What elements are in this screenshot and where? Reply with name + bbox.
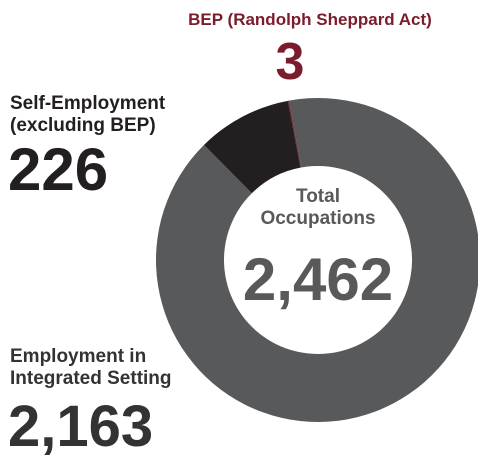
- category-label: Self-Employment (excluding BEP): [10, 93, 166, 136]
- category-label: BEP (Randolph Sheppard Act): [188, 10, 432, 29]
- donut-segment: [203, 100, 301, 194]
- category-label: Employment in Integrated Setting: [10, 346, 172, 389]
- value-label: 3: [275, 33, 305, 91]
- donut-segment: [156, 98, 478, 422]
- value-label: 2,163: [8, 394, 154, 459]
- donut-segment: [287, 100, 302, 168]
- value-label: 226: [8, 136, 109, 203]
- total-label: 2,462: [242, 246, 394, 313]
- center-label: Total Occupations: [260, 186, 376, 229]
